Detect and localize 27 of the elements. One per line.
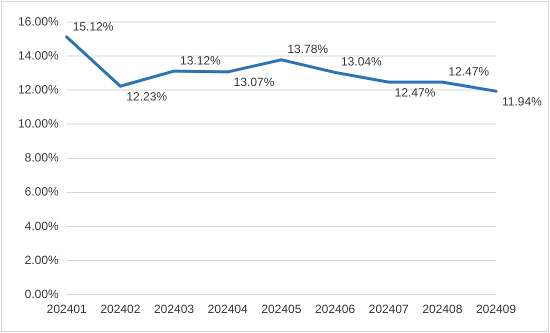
data-label: 15.12% — [72, 19, 114, 34]
y-tick-label: 8.00% — [24, 150, 60, 165]
x-tick-label: 202402 — [100, 302, 141, 316]
data-label: 13.78% — [287, 42, 328, 56]
y-tick-label: 2.00% — [24, 252, 60, 267]
y-tick-label: 0.00% — [24, 286, 60, 301]
y-tick-label: 12.00% — [18, 82, 60, 96]
x-tick-label: 202401 — [46, 302, 88, 316]
x-tick-label: 202405 — [261, 302, 302, 316]
y-tick-label: 10.00% — [18, 116, 60, 131]
data-label: 12.47% — [394, 85, 436, 100]
data-label: 11.94% — [502, 94, 542, 108]
x-tick-label: 202408 — [422, 302, 463, 316]
x-tick-label: 202404 — [208, 302, 248, 316]
x-tick-label: 202406 — [314, 302, 356, 316]
data-label: 12.47% — [448, 64, 490, 78]
y-tick-label: 6.00% — [24, 184, 60, 199]
x-tick-label: 202407 — [368, 302, 410, 316]
y-tick-label: 4.00% — [24, 218, 60, 233]
data-label: 13.12% — [180, 53, 222, 68]
y-tick-label: 16.00% — [18, 14, 60, 28]
x-tick-label: 202403 — [154, 302, 194, 316]
data-label: 13.04% — [341, 54, 382, 69]
data-label: 13.07% — [234, 75, 275, 90]
y-tick-label: 14.00% — [18, 48, 60, 62]
x-tick-label: 202409 — [476, 302, 516, 316]
data-label: 12.23% — [126, 90, 168, 104]
